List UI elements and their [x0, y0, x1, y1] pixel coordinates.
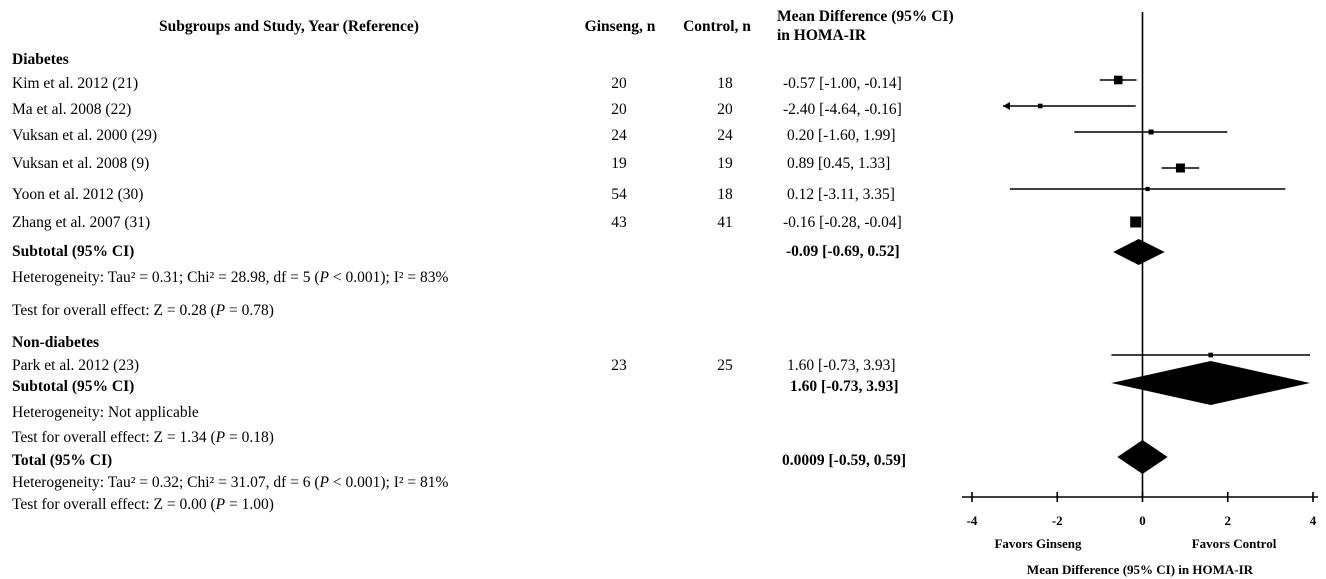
study-ci: -0.16 [-0.28, -0.04] — [783, 214, 902, 231]
x-tick-label: 2 — [1225, 513, 1232, 528]
point-estimate — [1148, 129, 1154, 135]
header-control: Control, n — [683, 18, 751, 35]
study-control-n: 19 — [717, 155, 733, 172]
study-ginseng-n: 20 — [611, 101, 627, 118]
total-heterogeneity: Heterogeneity: Tau² = 0.32; Chi² = 31.07… — [12, 474, 449, 491]
x-tick-label: 4 — [1310, 513, 1317, 528]
study-ci: -0.57 [-1.00, -0.14] — [783, 75, 902, 92]
subgroup-title-nondiabetes: Non-diabetes — [12, 334, 99, 351]
study-name: Kim et al. 2012 (21) — [12, 75, 139, 92]
study-ginseng-n: 54 — [611, 186, 627, 203]
header-ginseng: Ginseng, n — [584, 18, 656, 35]
header-study: Subgroups and Study, Year (Reference) — [159, 18, 419, 35]
study-ginseng-n: 43 — [611, 214, 627, 231]
x-tick-label: -2 — [1052, 513, 1063, 528]
study-name: Ma et al. 2008 (22) — [12, 101, 132, 118]
subgroup-title-diabetes: Diabetes — [12, 51, 69, 68]
point-estimate — [1130, 216, 1142, 228]
point-estimate — [1175, 163, 1185, 173]
study-control-n: 18 — [717, 186, 733, 203]
diabetes-subtotal-ci: -0.09 [-0.69, 0.52] — [786, 243, 900, 260]
summary-diamond — [1111, 361, 1311, 405]
study-ginseng-n: 19 — [611, 155, 627, 172]
point-estimate — [1145, 186, 1150, 192]
total-label: Total (95% CI) — [12, 452, 113, 469]
header-md-line1: Mean Difference (95% CI) — [777, 8, 954, 25]
study-ci: 0.12 [-3.11, 3.35] — [787, 186, 895, 203]
study-ginseng-n: 23 — [611, 357, 627, 374]
nondiabetes-heterogeneity: Heterogeneity: Not applicable — [12, 404, 199, 421]
point-estimate — [1208, 352, 1213, 358]
study-name: Vuksan et al. 2000 (29) — [12, 127, 157, 144]
total-ci: 0.0009 [-0.59, 0.59] — [782, 452, 906, 469]
diabetes-heterogeneity: Heterogeneity: Tau² = 0.31; Chi² = 28.98… — [12, 269, 449, 286]
diabetes-subtotal-label: Subtotal (95% CI) — [12, 243, 135, 260]
study-control-n: 25 — [717, 357, 733, 374]
point-estimate — [1037, 103, 1043, 109]
study-name: Park et al. 2012 (23) — [12, 357, 139, 374]
summary-diamond — [1117, 440, 1168, 474]
x-axis-title: Mean Difference (95% CI) in HOMA-IR — [1027, 562, 1254, 577]
study-name: Vuksan et al. 2008 (9) — [12, 155, 150, 172]
study-ci: 1.60 [-0.73, 3.93] — [787, 357, 896, 374]
study-ci: -2.40 [-4.64, -0.16] — [783, 101, 902, 118]
diabetes-overall-effect: Test for overall effect: Z = 0.28 (P = 0… — [12, 302, 274, 319]
study-control-n: 24 — [717, 127, 733, 144]
study-control-n: 18 — [717, 75, 733, 92]
nondiabetes-subtotal-label: Subtotal (95% CI) — [12, 378, 135, 395]
header-md-line2: in HOMA-IR — [777, 27, 867, 44]
summary-diamond — [1113, 239, 1165, 265]
ci-clip-arrow — [1003, 102, 1010, 110]
study-control-n: 20 — [717, 101, 733, 118]
study-ci: 0.20 [-1.60, 1.99] — [787, 127, 896, 144]
study-name: Zhang et al. 2007 (31) — [12, 214, 151, 231]
x-tick-label: -4 — [967, 513, 978, 528]
study-ginseng-n: 20 — [611, 75, 627, 92]
study-ginseng-n: 24 — [611, 127, 627, 144]
total-overall-effect: Test for overall effect: Z = 0.00 (P = 1… — [12, 496, 274, 513]
favors-ginseng-label: Favors Ginseng — [994, 536, 1082, 551]
favors-control-label: Favors Control — [1192, 536, 1277, 551]
x-tick-label: 0 — [1139, 513, 1146, 528]
study-name: Yoon et al. 2012 (30) — [12, 186, 144, 203]
nondiabetes-subtotal-ci: 1.60 [-0.73, 3.93] — [790, 378, 899, 395]
point-estimate — [1113, 75, 1123, 85]
study-ci: 0.89 [0.45, 1.33] — [787, 155, 891, 172]
nondiabetes-overall-effect: Test for overall effect: Z = 1.34 (P = 0… — [12, 429, 274, 446]
study-control-n: 41 — [717, 214, 733, 231]
